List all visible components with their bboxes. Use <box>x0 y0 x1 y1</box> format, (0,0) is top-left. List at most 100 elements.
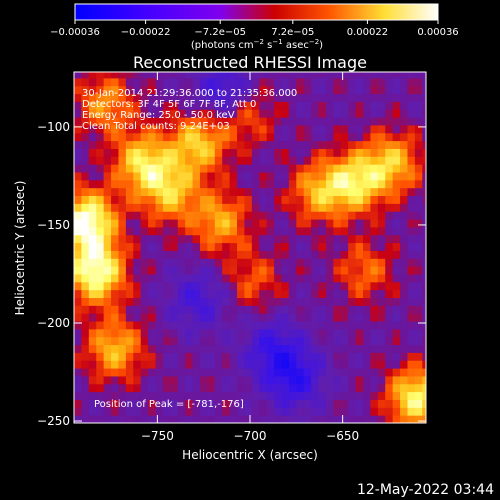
heatmap-cell <box>333 344 342 353</box>
heatmap-cell <box>185 258 194 267</box>
heatmap-cell <box>192 211 201 220</box>
heatmap-cell <box>140 172 149 181</box>
heatmap-cell <box>96 109 105 118</box>
heatmap-cell <box>407 195 416 204</box>
heatmap-cell <box>370 328 379 338</box>
heatmap-cell <box>118 234 127 244</box>
heatmap-cell <box>303 297 312 306</box>
heatmap-cell <box>414 85 423 95</box>
heatmap-cell <box>266 375 275 385</box>
heatmap-cell <box>207 72 216 79</box>
heatmap-cell <box>111 77 119 87</box>
heatmap-cell <box>237 187 245 197</box>
heatmap-cell <box>148 85 157 95</box>
heatmap-cell <box>325 211 334 220</box>
heatmap-cell <box>237 313 245 322</box>
heatmap-cell <box>266 101 275 110</box>
heatmap-cell <box>244 391 253 400</box>
heatmap-cell <box>333 328 342 338</box>
heatmap-cell <box>385 179 394 189</box>
heatmap-cell <box>199 77 208 87</box>
heatmap-cell <box>414 242 423 251</box>
heatmap-cell <box>133 383 142 393</box>
heatmap-cell <box>162 93 171 102</box>
heatmap-cell <box>88 368 97 377</box>
heatmap-cell <box>407 258 416 267</box>
heatmap-cell <box>207 273 216 283</box>
heatmap-cell <box>422 383 426 393</box>
heatmap-cell <box>370 368 379 377</box>
heatmap-cell <box>222 266 231 275</box>
heatmap-cell <box>422 313 426 322</box>
heatmap-cell <box>162 415 171 423</box>
heatmap-cell <box>214 375 223 385</box>
heatmap-cell <box>303 313 312 322</box>
heatmap-cell <box>103 289 112 298</box>
heatmap-cell <box>303 336 312 346</box>
heatmap-cell <box>170 415 179 423</box>
heatmap-cell <box>303 234 312 244</box>
heatmap-cell <box>296 179 305 189</box>
heatmap-cell <box>422 258 426 267</box>
heatmap-cell <box>140 195 149 204</box>
heatmap-cell <box>370 101 379 110</box>
heatmap-cell <box>111 101 119 110</box>
heatmap-cell <box>385 368 394 377</box>
heatmap-cell <box>118 391 127 400</box>
heatmap-cell <box>392 336 401 346</box>
heatmap-cell <box>355 109 364 118</box>
heatmap-cell <box>229 383 238 393</box>
heatmap-cell <box>118 203 127 212</box>
heatmap-cell <box>237 85 245 95</box>
heatmap-cell <box>199 297 208 306</box>
heatmap-cell <box>185 305 194 314</box>
heatmap-cell <box>355 368 364 377</box>
heatmap-cell <box>355 117 364 126</box>
heatmap-cell <box>296 172 305 181</box>
heatmap-cell <box>111 179 119 189</box>
heatmap-cell <box>155 313 164 322</box>
heatmap-cell <box>311 360 320 369</box>
heatmap-cell <box>407 132 416 142</box>
heatmap-cell <box>311 391 320 400</box>
heatmap-cell <box>274 211 282 220</box>
heatmap-cell <box>400 234 408 244</box>
heatmap-cell <box>340 336 349 346</box>
heatmap-cell <box>229 72 238 79</box>
heatmap-cell <box>133 415 142 423</box>
heatmap-cell <box>155 109 164 118</box>
heatmap-cell <box>407 211 416 220</box>
heatmap-cell <box>296 313 305 322</box>
heatmap-cell <box>229 234 238 244</box>
heatmap-cell <box>118 368 127 377</box>
heatmap-cell <box>288 266 297 275</box>
heatmap-cell <box>133 352 142 361</box>
heatmap-cell <box>407 352 416 361</box>
heatmap-cell <box>229 124 238 134</box>
heatmap-cell <box>296 93 305 102</box>
heatmap-cell <box>303 250 312 259</box>
heatmap-cell <box>311 399 320 408</box>
heatmap-cell <box>244 415 253 423</box>
heatmap-cell <box>162 321 171 330</box>
heatmap-cell <box>377 109 386 118</box>
heatmap-cell <box>74 124 82 134</box>
heatmap-cell <box>81 203 90 212</box>
heatmap-cell <box>222 242 231 251</box>
heatmap-cell <box>274 132 282 142</box>
heatmap-cell <box>377 226 386 236</box>
heatmap-cell <box>385 72 394 79</box>
heatmap-cell <box>325 352 334 361</box>
heatmap-cell <box>311 266 320 275</box>
heatmap-cell <box>192 321 201 330</box>
heatmap-cell <box>199 368 208 377</box>
heatmap-cell <box>81 140 90 149</box>
heatmap-cell <box>155 172 164 181</box>
heatmap-cell <box>162 360 171 369</box>
heatmap-cell <box>177 336 186 346</box>
heatmap-cell <box>192 415 201 423</box>
heatmap-cell <box>237 195 245 204</box>
heatmap-cell <box>259 360 268 369</box>
heatmap-cell <box>281 258 290 267</box>
heatmap-cell <box>288 297 297 306</box>
